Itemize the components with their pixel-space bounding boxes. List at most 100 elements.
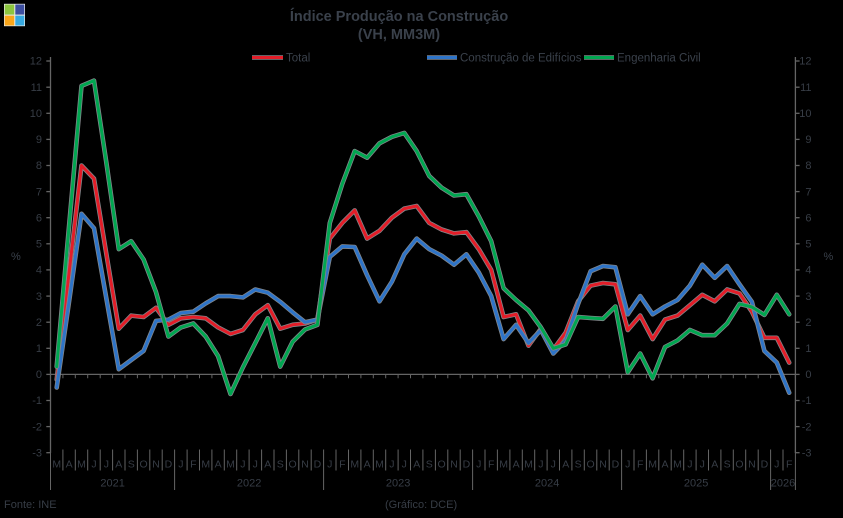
svg-text:S: S — [575, 459, 582, 471]
svg-text:J: J — [389, 459, 394, 471]
svg-text:J: J — [625, 459, 630, 471]
svg-text:O: O — [289, 459, 297, 471]
svg-text:J: J — [538, 459, 543, 471]
svg-text:F: F — [339, 459, 345, 471]
svg-text:M: M — [648, 459, 657, 471]
svg-text:M: M — [350, 459, 359, 471]
svg-text:11: 11 — [31, 82, 42, 94]
svg-text:(VH, MM3M): (VH, MM3M) — [358, 27, 440, 43]
svg-text:-1: -1 — [32, 395, 42, 407]
svg-text:M: M — [524, 459, 533, 471]
svg-text:F: F — [637, 459, 643, 471]
svg-text:%: % — [824, 251, 834, 263]
svg-text:O: O — [140, 459, 148, 471]
svg-text:S: S — [724, 459, 731, 471]
svg-text:O: O — [735, 459, 743, 471]
svg-text:6: 6 — [36, 212, 42, 224]
svg-text:A: A — [66, 459, 73, 471]
svg-text:8: 8 — [36, 160, 42, 172]
svg-text:2: 2 — [805, 317, 811, 329]
svg-text:A: A — [513, 459, 520, 471]
svg-text:1: 1 — [805, 343, 811, 355]
svg-text:A: A — [413, 459, 420, 471]
svg-text:S: S — [128, 459, 135, 471]
svg-text:M: M — [201, 459, 210, 471]
svg-text:D: D — [761, 459, 769, 471]
svg-text:2022: 2022 — [237, 478, 261, 490]
svg-text:2024: 2024 — [535, 478, 559, 490]
svg-text:-2: -2 — [32, 421, 42, 433]
svg-text:12: 12 — [799, 56, 811, 68]
svg-text:-1: -1 — [802, 395, 812, 407]
svg-text:A: A — [215, 459, 222, 471]
svg-text:6: 6 — [805, 212, 811, 224]
svg-text:0: 0 — [805, 369, 811, 381]
svg-text:N: N — [152, 459, 160, 471]
svg-text:J: J — [253, 459, 258, 471]
svg-text:Fonte: INE: Fonte: INE — [4, 499, 57, 511]
svg-text:-3: -3 — [802, 447, 812, 459]
svg-text:J: J — [104, 459, 109, 471]
svg-text:9: 9 — [805, 134, 811, 146]
svg-text:N: N — [599, 459, 607, 471]
svg-text:9: 9 — [36, 134, 42, 146]
svg-text:A: A — [364, 459, 371, 471]
svg-text:3: 3 — [36, 291, 42, 303]
svg-text:7: 7 — [36, 186, 42, 198]
svg-text:10: 10 — [799, 108, 811, 120]
svg-text:F: F — [190, 459, 196, 471]
svg-text:4: 4 — [36, 265, 42, 277]
svg-text:J: J — [178, 459, 183, 471]
svg-text:%: % — [11, 251, 21, 263]
svg-text:3: 3 — [805, 291, 811, 303]
svg-text:J: J — [551, 459, 556, 471]
svg-text:A: A — [115, 459, 122, 471]
svg-text:0: 0 — [36, 369, 42, 381]
svg-text:O: O — [587, 459, 595, 471]
svg-text:O: O — [438, 459, 446, 471]
svg-text:A: A — [711, 459, 718, 471]
svg-text:D: D — [463, 459, 471, 471]
svg-text:4: 4 — [805, 265, 811, 277]
svg-text:J: J — [402, 459, 407, 471]
svg-text:2025: 2025 — [684, 478, 708, 490]
svg-text:5: 5 — [36, 239, 42, 251]
svg-text:12: 12 — [30, 56, 42, 68]
svg-text:M: M — [375, 459, 384, 471]
svg-text:D: D — [314, 459, 322, 471]
svg-text:2: 2 — [36, 317, 42, 329]
svg-text:M: M — [499, 459, 508, 471]
svg-text:Índice Produção na Construção: Índice Produção na Construção — [290, 8, 508, 25]
svg-text:D: D — [165, 459, 173, 471]
svg-text:J: J — [700, 459, 705, 471]
svg-text:Engenharia Civil: Engenharia Civil — [617, 53, 701, 65]
svg-text:A: A — [562, 459, 569, 471]
svg-text:2026: 2026 — [771, 478, 795, 490]
svg-text:A: A — [661, 459, 668, 471]
svg-text:M: M — [52, 459, 61, 471]
svg-text:J: J — [476, 459, 481, 471]
svg-text:S: S — [426, 459, 433, 471]
svg-text:Construção de Edifícios: Construção de Edifícios — [460, 53, 582, 65]
svg-text:D: D — [612, 459, 620, 471]
svg-text:(Gráfico: DCE): (Gráfico: DCE) — [385, 499, 457, 511]
svg-text:F: F — [488, 459, 494, 471]
svg-text:J: J — [240, 459, 245, 471]
svg-text:J: J — [91, 459, 96, 471]
svg-text:M: M — [77, 459, 86, 471]
svg-text:N: N — [748, 459, 756, 471]
svg-text:8: 8 — [805, 160, 811, 172]
svg-text:10: 10 — [30, 108, 42, 120]
svg-text:A: A — [264, 459, 271, 471]
svg-text:S: S — [277, 459, 284, 471]
svg-text:7: 7 — [805, 186, 811, 198]
svg-text:5: 5 — [805, 239, 811, 251]
svg-text:N: N — [301, 459, 309, 471]
svg-text:Total: Total — [286, 53, 310, 65]
svg-text:11: 11 — [800, 82, 811, 94]
svg-text:1: 1 — [36, 343, 42, 355]
svg-text:2021: 2021 — [100, 478, 124, 490]
svg-text:F: F — [786, 459, 792, 471]
svg-text:J: J — [327, 459, 332, 471]
svg-text:M: M — [673, 459, 682, 471]
